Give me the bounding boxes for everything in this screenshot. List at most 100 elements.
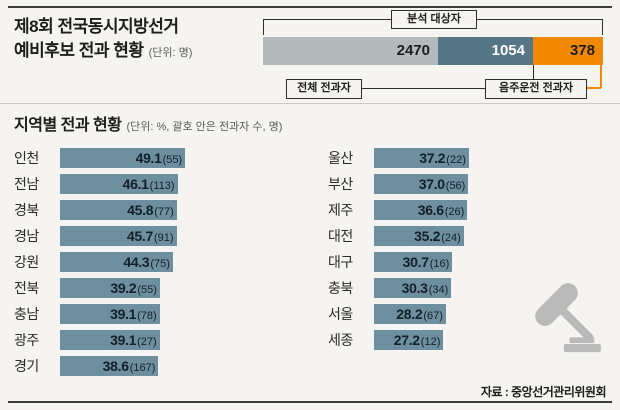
region-bars-left: 인천 49.1(55) 전남 46.1(113) 경북 45.8(77) 경남 … — [14, 145, 314, 379]
region-label: 서울 — [328, 306, 353, 322]
pct-value: 46.1 — [122, 176, 149, 192]
header-unit-note: (단위: 명) — [148, 47, 193, 59]
region-label: 인천 — [14, 150, 39, 166]
segment-dui-offenders: 378 — [533, 37, 603, 65]
stacked-bar: 2470 1054 378 — [263, 37, 603, 65]
bar-value: 44.3(75) — [123, 252, 170, 272]
pct-value: 44.3 — [123, 254, 150, 270]
region-label: 광주 — [14, 332, 39, 348]
region-bar: 37.0(56) — [374, 174, 469, 194]
count-value: (26) — [444, 206, 465, 218]
pct-value: 39.1 — [110, 306, 137, 322]
section-title: 지역별 전과 현황 — [14, 117, 122, 134]
segment-total-offenders: 1054 — [438, 37, 533, 65]
pct-value: 30.3 — [401, 280, 428, 296]
main-title-line2-wrap: 예비후보 전과 현황 (단위: 명) — [14, 39, 192, 65]
bar-value: 49.1(55) — [136, 148, 183, 168]
bar-value: 45.8(77) — [127, 200, 174, 220]
region-bar: 30.3(34) — [374, 278, 452, 298]
region-bar: 39.1(27) — [60, 330, 160, 350]
bar-value: 39.1(78) — [110, 304, 157, 324]
bar-row: 전북 39.2(55) — [14, 275, 314, 301]
bar-row: 경남 45.7(91) — [14, 223, 314, 249]
bar-value: 30.3(34) — [402, 278, 449, 298]
total-offenders-connector-v — [533, 65, 534, 88]
main-title: 제8회 전국동시지방선거 예비후보 전과 현황 (단위: 명) — [14, 15, 192, 65]
dui-connector-v — [600, 65, 602, 88]
total-offenders-label: 전체 전과자 — [286, 79, 362, 99]
region-bar: 44.3(75) — [60, 252, 173, 272]
bar-row: 제주 36.6(26) — [328, 197, 608, 223]
region-bar: 39.1(78) — [60, 304, 160, 324]
region-bar: 45.7(91) — [60, 226, 177, 246]
region-bar: 27.2(12) — [374, 330, 444, 350]
bar-value: 45.7(91) — [127, 226, 174, 246]
pct-value: 38.6 — [102, 358, 129, 374]
region-label: 경남 — [14, 228, 39, 244]
total-offenders-connector-h — [360, 88, 533, 89]
region-bar: 46.1(113) — [60, 174, 178, 194]
count-value: (34) — [428, 284, 449, 296]
count-value: (24) — [441, 232, 461, 244]
region-bar: 38.6(167) — [60, 356, 159, 376]
analysis-bracket-tick-left — [263, 19, 264, 35]
bar-value: 37.0(56) — [419, 174, 466, 194]
region-bar: 30.7(16) — [374, 252, 453, 272]
bottom-rule — [8, 401, 612, 403]
region-label: 충남 — [14, 306, 39, 322]
pct-value: 27.2 — [393, 332, 420, 348]
segment-analyzed: 2470 — [263, 37, 438, 65]
bar-value: 35.2(24) — [414, 226, 461, 246]
region-bar: 35.2(24) — [374, 226, 464, 246]
count-value: (91) — [153, 232, 174, 244]
bar-value: 38.6(167) — [103, 356, 156, 376]
bar-row: 충북 30.3(34) — [328, 275, 608, 301]
bar-row: 경기 38.6(167) — [14, 353, 314, 379]
bar-value: 27.2(12) — [394, 330, 441, 350]
main-title-line2: 예비후보 전과 현황 — [14, 41, 144, 60]
analysis-subjects-label: 분석 대상자 — [391, 10, 477, 29]
count-value: (12) — [420, 336, 441, 348]
pct-value: 45.8 — [127, 202, 154, 218]
analysis-bracket-tick-right — [602, 19, 603, 35]
region-bar: 39.2(55) — [60, 278, 160, 298]
pct-value: 37.2 — [419, 150, 446, 166]
pct-value: 45.7 — [126, 228, 153, 244]
region-label: 경북 — [14, 202, 39, 218]
count-value: (75) — [150, 258, 170, 270]
bar-row: 대전 35.2(24) — [328, 223, 608, 249]
bar-row: 전남 46.1(113) — [14, 171, 314, 197]
gavel-icon — [527, 280, 609, 362]
dui-offenders-label: 음주운전 전과자 — [485, 79, 587, 99]
main-title-line1: 제8회 전국동시지방선거 — [14, 17, 179, 36]
bar-row: 부산 37.0(56) — [328, 171, 608, 197]
pct-value: 39.1 — [110, 332, 137, 348]
bar-row: 울산 37.2(22) — [328, 145, 608, 171]
bar-row: 충남 39.1(78) — [14, 301, 314, 327]
region-label: 경기 — [14, 358, 39, 374]
bar-value: 39.1(27) — [110, 330, 157, 350]
bar-value: 36.6(26) — [418, 200, 465, 220]
bar-row: 경북 45.8(77) — [14, 197, 314, 223]
bar-row: 세종 27.2(12) — [328, 327, 608, 353]
header-divider — [0, 103, 620, 104]
count-value: (55) — [137, 284, 157, 296]
region-bar: 49.1(55) — [60, 148, 186, 168]
region-bar: 37.2(22) — [374, 148, 469, 168]
bar-row: 인천 49.1(55) — [14, 145, 314, 171]
region-label: 대구 — [328, 254, 353, 270]
pct-value: 35.2 — [414, 228, 441, 244]
bar-value: 37.2(22) — [419, 148, 466, 168]
bar-value: 30.7(16) — [403, 252, 450, 272]
bar-row: 강원 44.3(75) — [14, 249, 314, 275]
count-value: (56) — [445, 180, 466, 192]
region-bar: 28.2(67) — [374, 304, 446, 324]
pct-value: 36.6 — [417, 202, 444, 218]
region-label: 전북 — [14, 280, 39, 296]
count-value: (113) — [149, 180, 175, 192]
region-bar: 36.6(26) — [374, 200, 468, 220]
source-credit: 자료 : 중앙선거관리위원회 — [480, 385, 607, 399]
section-unit-note: (단위: %, 괄호 안은 전과자 수, 명) — [126, 121, 283, 133]
bar-value: 39.2(55) — [110, 278, 157, 298]
